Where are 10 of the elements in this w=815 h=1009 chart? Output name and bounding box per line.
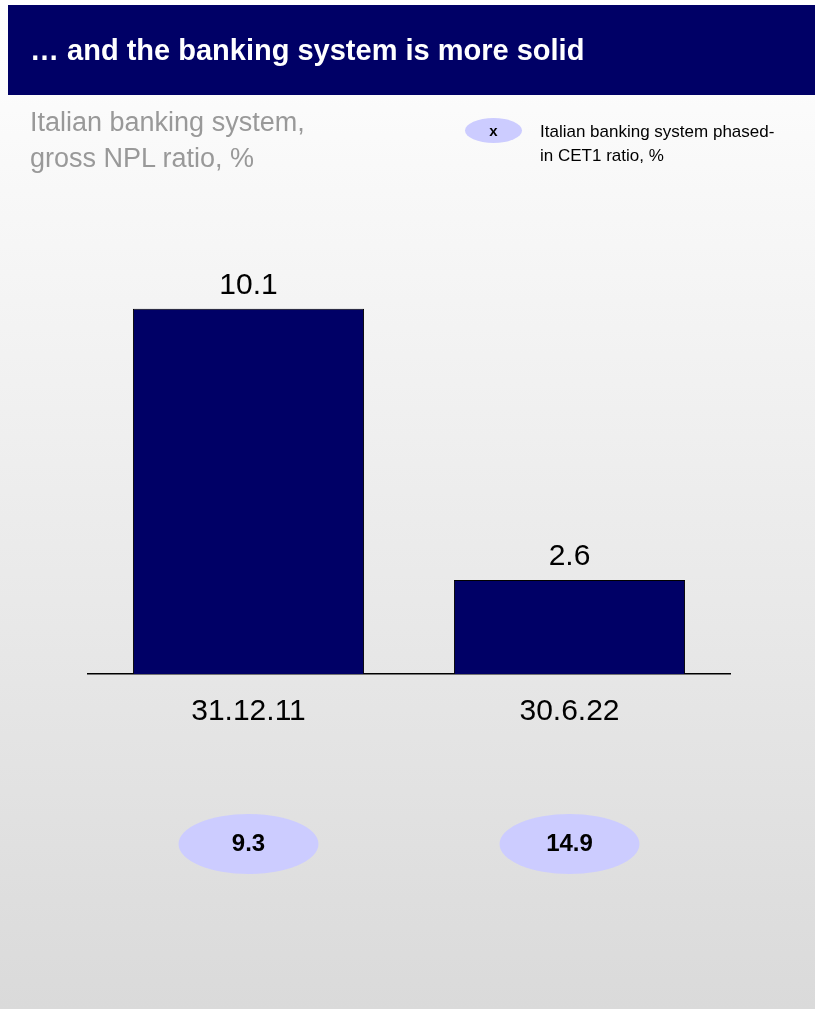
chart-title: … and the banking system is more solid: [30, 33, 585, 67]
oval-badge: x: [465, 118, 522, 143]
x-tick-label: 31.12.11: [191, 693, 306, 727]
chart-subtitle: Italian banking system, gross NPL ratio, %: [30, 106, 306, 175]
text: Italian banking system phased-in CET1 ratio, %: [540, 121, 776, 167]
data-label: 2.6: [548, 538, 591, 572]
x-tick-label: 30.6.22: [519, 693, 620, 727]
data-label: 10.1: [219, 266, 278, 300]
text: 14.9: [546, 828, 593, 856]
text: 9.3: [231, 828, 266, 856]
